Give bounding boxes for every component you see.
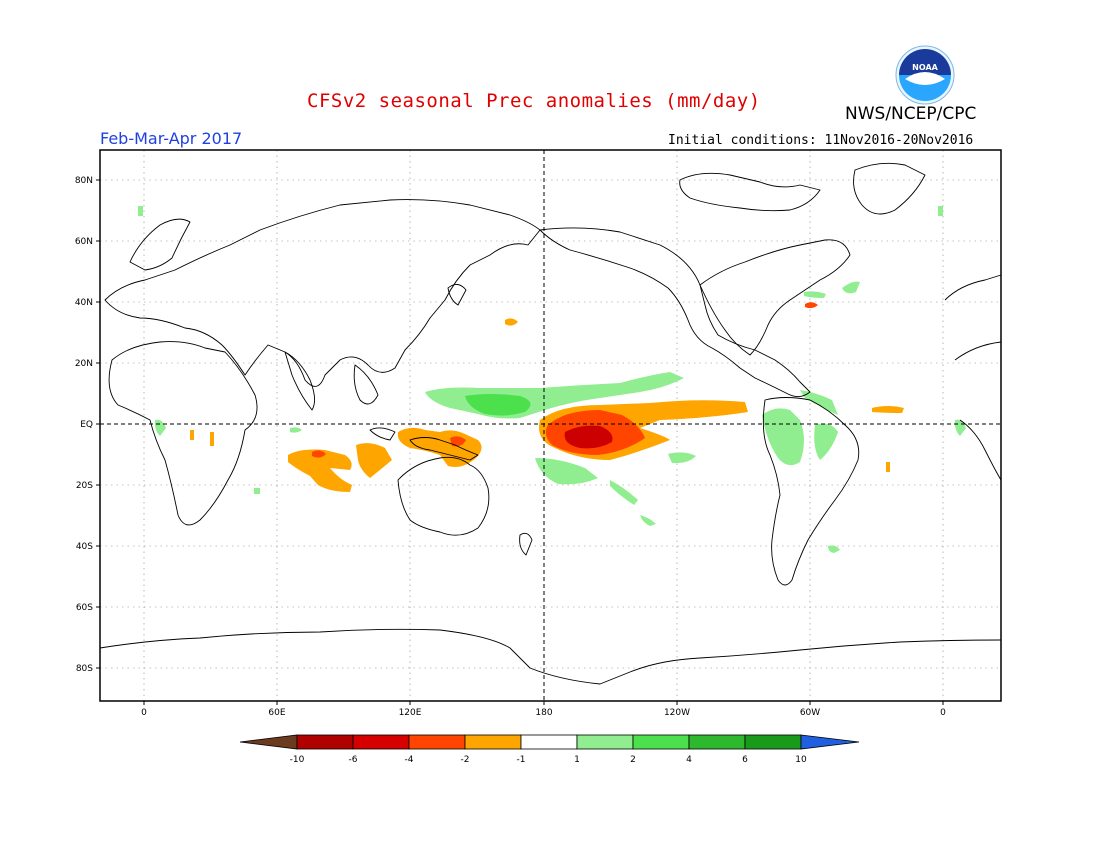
colorbar-label: 10	[795, 755, 807, 765]
colorbar-swatch	[352, 734, 410, 750]
atlantic-dry	[872, 406, 904, 413]
lon-label-0-right: 0	[940, 708, 946, 718]
caribbean-wet	[800, 390, 838, 415]
colorbar-upper-arrow	[800, 734, 860, 750]
coastlines	[99, 162, 1002, 685]
lat-label-20n: 20N	[75, 359, 93, 369]
lon-label-0: 0	[141, 708, 147, 718]
lat-axis: 80N 60N 40N 20N EQ 20S 40S 60S 80S	[75, 176, 100, 674]
colorbar-swatch	[688, 734, 746, 750]
lat-label-60n: 60N	[75, 237, 93, 247]
colorbar-swatch	[744, 734, 802, 750]
amazon-wet-2	[814, 423, 838, 460]
lon-axis: 0 60E 120E 180 120W 60W 0	[141, 701, 946, 718]
lat-label-80s: 80S	[76, 664, 93, 674]
initial-conditions: Initial conditions: 11Nov2016-20Nov2016	[668, 133, 974, 148]
colorbar-swatch	[408, 734, 466, 750]
colorbar-swatch	[296, 734, 354, 750]
south-america-wet	[828, 545, 840, 553]
lat-label-eq: EQ	[80, 420, 93, 430]
lat-label-20s: 20S	[76, 481, 93, 491]
indian-ocean-dry-mid	[312, 450, 326, 458]
central-pacific-dry-strong	[564, 425, 613, 449]
colorbar-label: 2	[630, 755, 636, 765]
south-pacific-wet	[535, 458, 598, 485]
colorbar-label: 6	[742, 755, 748, 765]
brazil-dry-dot	[886, 462, 890, 472]
spcz-wet	[610, 480, 638, 505]
lon-label-180: 180	[535, 708, 552, 718]
lat-label-40s: 40S	[76, 542, 93, 552]
lon-label-120e: 120E	[399, 708, 422, 718]
spcz-wet-2	[640, 515, 656, 526]
lat-label-60s: 60S	[76, 603, 93, 613]
forecast-period: Feb-Mar-Apr 2017	[100, 129, 243, 148]
north-atlantic-wet	[804, 291, 826, 298]
indian-ocean-dry	[288, 449, 352, 492]
north-pacific-dry	[505, 318, 518, 326]
greenland-wet-2	[938, 206, 943, 216]
colorbar-lower-arrow	[239, 734, 298, 750]
colorbar-swatch	[632, 734, 690, 750]
grid-lines	[100, 150, 1001, 701]
lon-label-60w: 60W	[800, 708, 820, 718]
lon-label-120w: 120W	[664, 708, 690, 718]
indian-wet-dot	[290, 427, 302, 433]
map-title: CFSv2 seasonal Prec anomalies (mm/day)	[307, 90, 761, 112]
north-atlantic-dry	[805, 302, 818, 309]
southern-wet	[254, 488, 260, 494]
colorbar-label: 1	[574, 755, 580, 765]
colorbar-swatch	[520, 734, 578, 750]
colorbar: -10 -6 -4 -2 -1 1 2 4 6 10	[239, 734, 860, 765]
greenland-wet	[138, 206, 143, 216]
colorbar-label: -4	[405, 755, 414, 765]
map-border	[99, 149, 1002, 702]
pacific-wet-patch	[668, 452, 696, 464]
agency-label: NWS/NCEP/CPC	[845, 104, 977, 124]
lon-label-60e: 60E	[268, 708, 285, 718]
maritime-continent-dry-mid	[450, 436, 466, 447]
colorbar-swatch	[576, 734, 634, 750]
west-pacific-wet-mid	[465, 394, 531, 416]
colorbar-label: -6	[349, 755, 358, 765]
colorbar-label: -2	[461, 755, 470, 765]
africa-dry-dot	[190, 430, 194, 440]
lat-label-80n: 80N	[75, 176, 93, 186]
lat-label-40n: 40N	[75, 298, 93, 308]
wet-anomalies	[138, 206, 966, 553]
amazon-wet	[762, 408, 804, 466]
colorbar-label: 4	[686, 755, 692, 765]
colorbar-swatch	[464, 734, 522, 750]
africa-dry-dot-2	[210, 432, 214, 446]
noaa-logo-icon: NOAA	[895, 45, 955, 105]
colorbar-label: -10	[290, 755, 305, 765]
indian-ocean-dry-2	[356, 443, 392, 478]
colorbar-label: -1	[517, 755, 526, 765]
north-atlantic-wet-2	[842, 281, 860, 294]
logo-text: NOAA	[912, 63, 938, 72]
